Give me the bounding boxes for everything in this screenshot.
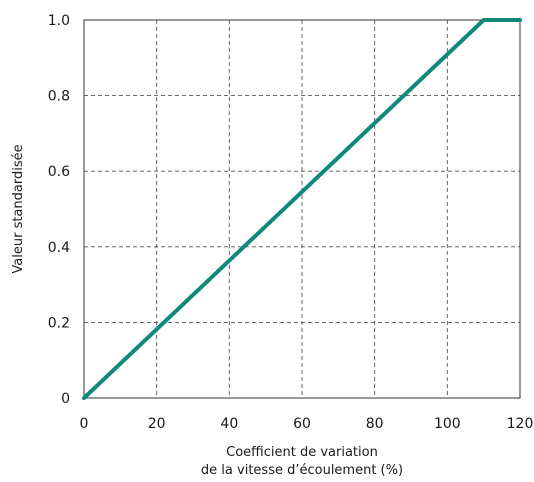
x-axis-label-line-1: Coefficient de variation	[226, 445, 378, 460]
x-tick-label: 100	[434, 416, 461, 432]
y-tick-label: 1.0	[48, 13, 70, 29]
y-tick-labels: 0 0.2 0.4 0.6 0.8 1.0	[48, 13, 70, 407]
plot-frame	[83, 19, 521, 399]
series-layer	[82, 18, 522, 400]
x-tick-label: 0	[80, 416, 89, 432]
y-tick-label: 0.8	[48, 89, 70, 105]
x-tick-label: 40	[220, 416, 238, 432]
x-tick-labels: 0 20 40 60 80 100 120	[80, 416, 534, 432]
series-line-0	[82, 18, 522, 400]
x-tick-label: 120	[507, 416, 534, 432]
grid	[84, 20, 520, 398]
y-axis-label: Valeur standardisée	[11, 144, 26, 273]
y-tick-label: 0	[61, 391, 70, 407]
x-axis-label-line-2: de la vitesse d’écoulement (%)	[201, 463, 403, 478]
y-tick-label: 0.2	[48, 315, 70, 331]
y-tick-label: 0.4	[48, 240, 70, 256]
x-tick-label: 60	[293, 416, 311, 432]
y-tick-label: 0.6	[48, 164, 70, 180]
x-tick-label: 20	[148, 416, 166, 432]
x-tick-label: 80	[366, 416, 384, 432]
